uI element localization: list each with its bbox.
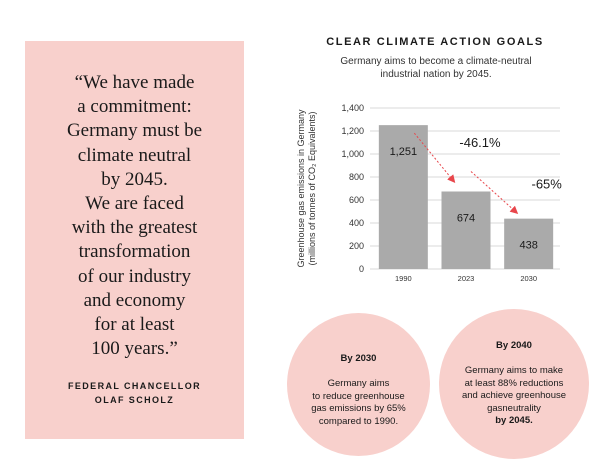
y-axis-label: Greenhouse gas emissions in Germany(mill… <box>296 109 317 268</box>
goal-2030-heading: By 2030 <box>340 353 377 365</box>
emissions-bar-chart: Greenhouse gas emissions in Germany(mill… <box>296 103 562 283</box>
x-tick-label: 2030 <box>520 274 537 283</box>
y-tick-label: 600 <box>349 195 364 205</box>
quote-panel: “We have made a commitment: Germany must… <box>25 41 244 439</box>
bar <box>441 191 491 269</box>
y-tick-label: 1,200 <box>341 126 364 136</box>
chart-subtitle: Germany aims to become a climate-neutral… <box>340 56 532 80</box>
goal-2040-heading: By 2040 <box>496 340 532 352</box>
y-tick-label: 400 <box>349 218 364 228</box>
bar-value-label: 438 <box>519 240 537 252</box>
goal-2030-body: Germany aims to reduce greenhouse gas em… <box>311 378 406 427</box>
quote-attribution: FEDERAL CHANCELLOR OLAF SCHOLZ <box>67 381 202 405</box>
bar <box>504 218 554 269</box>
annotation-label: -65% <box>531 176 562 191</box>
bar-value-label: 674 <box>457 212 475 224</box>
chart-title: CLEAR CLIMATE ACTION GOALS <box>326 36 544 48</box>
goal-2040-circle: By 2040 Germany aims to make at least 88… <box>439 309 589 459</box>
x-tick-label: 2023 <box>458 274 475 283</box>
goal-2040-tail: by 2045. <box>495 415 533 427</box>
y-tick-label: 1,400 <box>341 103 364 113</box>
bar-value-label: 1,251 <box>390 146 418 158</box>
quote-text: “We have made a commitment: Germany must… <box>66 72 203 360</box>
decrease-arrow <box>413 132 456 184</box>
goal-2040-body: Germany aims to make at least 88% reduct… <box>461 365 567 414</box>
x-tick-label: 1990 <box>395 274 412 283</box>
goal-2030-circle: By 2030 Germany aims to reduce greenhous… <box>287 313 430 456</box>
bar <box>378 125 428 269</box>
y-tick-label: 1,000 <box>341 149 364 159</box>
annotation-label: -46.1% <box>459 135 501 150</box>
y-tick-label: 200 <box>349 241 364 251</box>
y-tick-label: 0 <box>359 264 364 274</box>
y-tick-label: 800 <box>349 172 364 182</box>
